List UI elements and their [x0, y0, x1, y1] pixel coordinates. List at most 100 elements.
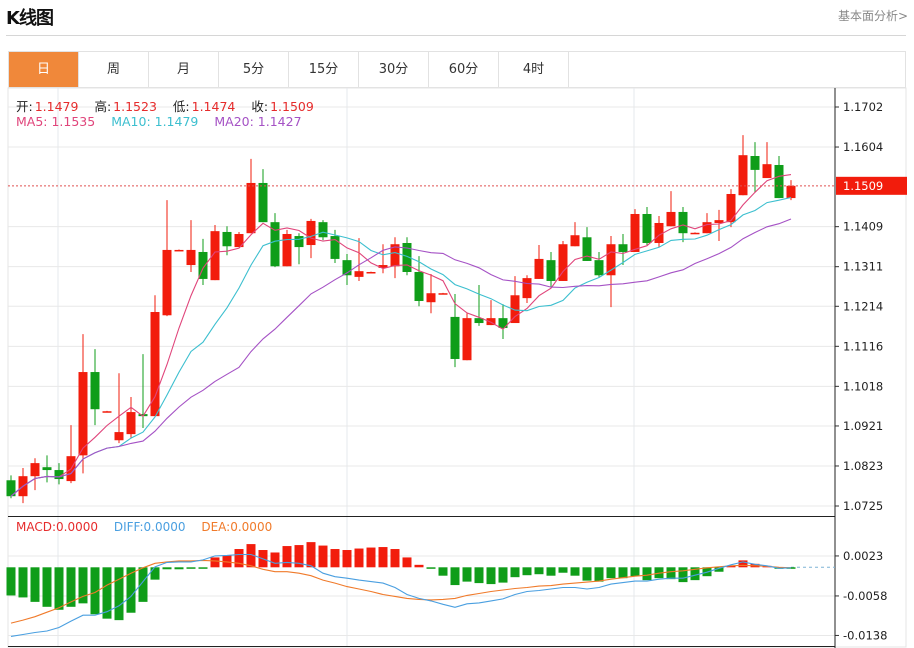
- candle-body: [114, 432, 124, 441]
- macd-bar: [426, 567, 436, 569]
- candle: [198, 238, 208, 286]
- candle-body: [258, 182, 268, 223]
- candle: [762, 142, 772, 179]
- macd-bar: [438, 567, 448, 576]
- price-tick-label: 1.1018: [843, 379, 883, 393]
- candle-body: [198, 251, 208, 279]
- macd-bar: [534, 567, 544, 575]
- candle-body: [786, 185, 796, 199]
- candle-body: [774, 164, 784, 199]
- macd-bar: [150, 567, 160, 580]
- tab-30min[interactable]: 30分: [359, 52, 429, 87]
- candle-body: [438, 293, 448, 295]
- macd-bar: [366, 547, 376, 568]
- tab-week[interactable]: 周: [79, 52, 149, 87]
- candle-body: [414, 271, 424, 301]
- tab-month[interactable]: 月: [149, 52, 219, 87]
- tab-5min[interactable]: 5分: [219, 52, 289, 87]
- candle: [426, 274, 436, 314]
- macd-bar: [282, 546, 292, 568]
- close-value: 1.1509: [270, 99, 314, 114]
- macd-bar: [78, 567, 88, 604]
- macd-bar: [594, 567, 604, 582]
- candle-body: [174, 249, 184, 252]
- candle: [486, 300, 496, 326]
- candle-body: [402, 242, 412, 272]
- macd-legend: MACD:0.0000 DIFF:0.0000 DEA:0.0000: [16, 520, 274, 534]
- candle: [30, 458, 40, 491]
- candle-body: [666, 211, 676, 227]
- candle-body: [126, 412, 136, 435]
- candle: [366, 271, 376, 274]
- candle-body: [186, 249, 196, 266]
- candle-body: [738, 155, 748, 196]
- tab-60min[interactable]: 60分: [429, 52, 499, 87]
- period-tabs: 日 周 月 5分 15分 30分 60分 4时: [8, 51, 906, 88]
- ma20-value: MA20: 1.1427: [214, 114, 302, 129]
- candle: [222, 226, 232, 256]
- macd-bar: [678, 567, 688, 583]
- candle-body: [210, 231, 220, 281]
- candle: [270, 213, 280, 268]
- candle-body: [78, 372, 88, 456]
- candle-body: [318, 222, 328, 238]
- candle-body: [270, 222, 280, 267]
- candle-body: [702, 222, 712, 234]
- macd-bar: [102, 567, 112, 619]
- ma20-line: [10, 218, 792, 497]
- low-label: 低:: [172, 99, 190, 114]
- candle-body: [282, 234, 292, 267]
- candle-body: [162, 249, 172, 316]
- macd-bar: [414, 564, 424, 568]
- candle-body: [90, 372, 100, 410]
- macd-bar: [54, 567, 64, 610]
- macd-bar: [126, 567, 136, 613]
- candle-body: [606, 244, 616, 276]
- candle: [546, 251, 556, 288]
- macd-bar: [558, 567, 568, 573]
- macd-bar: [378, 547, 388, 568]
- macd-bar: [114, 567, 124, 621]
- candle: [258, 169, 268, 223]
- macd-bar: [714, 567, 724, 572]
- candle-body: [30, 463, 40, 477]
- price-tick-label: 1.0823: [843, 459, 883, 473]
- candle-body: [522, 278, 532, 299]
- candle-body: [618, 244, 628, 252]
- candle: [438, 292, 448, 295]
- candle: [90, 349, 100, 426]
- candle: [510, 276, 520, 324]
- close-label: 收:: [251, 99, 269, 114]
- current-price-badge: [836, 176, 907, 195]
- macd-bar: [294, 545, 304, 568]
- candle: [450, 294, 460, 368]
- ma5-line: [10, 174, 792, 497]
- tab-day[interactable]: 日: [9, 52, 79, 87]
- fundamental-analysis-link[interactable]: 基本面分析>: [837, 9, 908, 23]
- candle-body: [150, 312, 160, 417]
- candle: [498, 304, 508, 339]
- low-value: 1.1474: [191, 99, 236, 114]
- candle-body: [474, 318, 484, 324]
- candle-body: [654, 222, 664, 243]
- macd-value: MACD:0.0000: [16, 520, 99, 534]
- candle: [150, 295, 160, 417]
- current-price-label: 1.1509: [843, 179, 883, 193]
- candle-body: [714, 220, 724, 223]
- candle: [702, 213, 712, 234]
- candle-body: [558, 244, 568, 281]
- macd-bar: [450, 567, 460, 586]
- macd-bar: [474, 567, 484, 584]
- candle-body: [486, 318, 496, 326]
- candle: [618, 234, 628, 266]
- candle: [522, 275, 532, 304]
- open-label: 开:: [16, 99, 33, 114]
- macd-bar: [138, 567, 148, 602]
- macd-bar: [162, 567, 172, 570]
- macd-bar: [582, 567, 592, 581]
- tab-15min[interactable]: 15分: [289, 52, 359, 87]
- candle-body: [630, 213, 640, 252]
- tab-4h[interactable]: 4时: [499, 52, 569, 87]
- high-value: 1.1523: [113, 99, 157, 114]
